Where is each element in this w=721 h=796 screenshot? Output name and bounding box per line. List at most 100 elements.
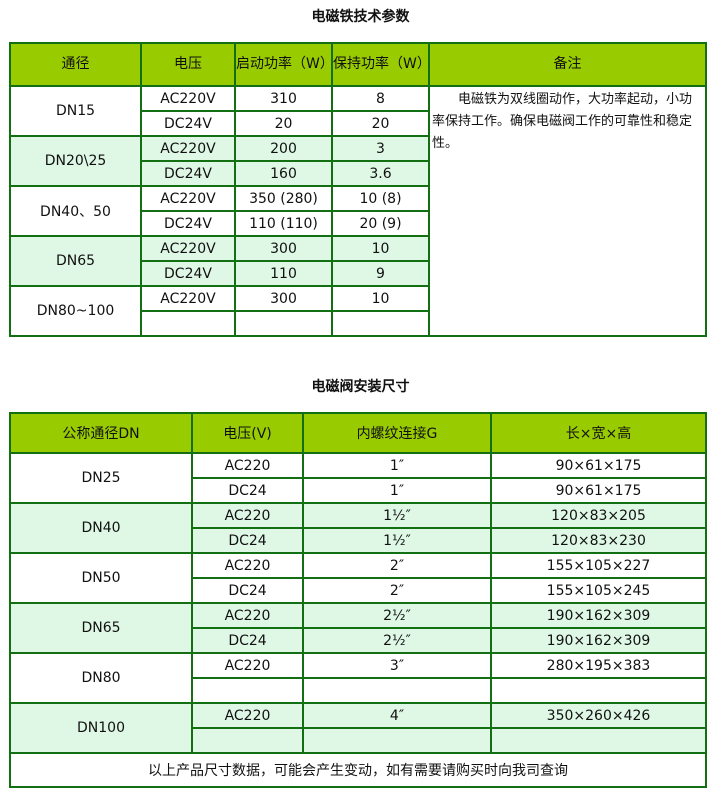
header-dimensions: 长×宽×高: [490, 412, 707, 454]
bore-cell: DN15: [9, 85, 142, 137]
voltage-cell: DC24: [191, 627, 304, 654]
start-power-cell: 110: [234, 260, 333, 287]
header-voltage: 电压(V): [191, 412, 304, 454]
start-power-cell: 160: [234, 160, 333, 187]
start-power-cell: 350 (280): [234, 185, 333, 212]
header-nominal-bore: 公称通径DN: [9, 412, 193, 454]
dimensions-cell: 120×83×230: [490, 527, 707, 554]
dimensions-cell: [490, 727, 707, 754]
table-row: [10, 727, 707, 754]
table-row: DN40、50 AC220V 350 (280) 10 (8): [9, 185, 706, 237]
thread-cell: 1″: [302, 477, 492, 504]
dimensions-cell: 190×162×309: [490, 602, 707, 629]
start-power-cell: 310: [234, 85, 333, 112]
solenoid-parameters-table: 通径 电压 启动功率（W） 保持功率（W） 备注 DN15 AC220V 310 8 电…: [9, 42, 707, 337]
hold-power-cell: 20: [331, 110, 430, 137]
voltage-cell: [140, 310, 236, 337]
header-thread: 内螺纹连接G: [302, 412, 492, 454]
voltage-cell: AC220V: [140, 85, 236, 112]
bore-cell: DN100: [9, 702, 193, 754]
table-row: DN80 AC220 3″ 280×195×383: [9, 652, 707, 704]
hold-power-cell: [331, 310, 430, 337]
installation-dimensions-table: 公称通径DN 电压(V) 内螺纹连接G 长×宽×高 DN25 AC220 1″ 90×…: [9, 412, 707, 788]
dimensions-cell: [490, 677, 707, 704]
bore-cell: DN20\25: [9, 135, 142, 187]
bore-cell: DN25: [9, 452, 193, 504]
start-power-cell: 110 (110): [234, 210, 333, 237]
voltage-cell: AC220V: [140, 285, 236, 312]
hold-power-cell: 10 (8): [331, 185, 430, 212]
bore-cell: DN50: [9, 552, 193, 604]
table2-title: 电磁阀安装尺寸: [311, 379, 410, 395]
voltage-cell: DC24: [191, 527, 304, 554]
voltage-cell: AC220: [191, 652, 304, 679]
voltage-cell: DC24V: [140, 210, 236, 237]
dimensions-cell: 280×195×383: [490, 652, 707, 679]
voltage-cell: DC24V: [140, 110, 236, 137]
voltage-cell: [191, 677, 304, 704]
table-row: DN65 AC220 2½″ 190×162×309: [9, 602, 707, 654]
bore-cell: DN80~100: [9, 285, 142, 337]
start-power-cell: 300: [234, 285, 333, 312]
table-row: DN65 AC220V 300 10: [9, 235, 706, 287]
table-row: DC24 1″ 90×61×175: [10, 477, 707, 504]
thread-cell: 1½″: [302, 502, 492, 529]
voltage-cell: DC24V: [140, 260, 236, 287]
dimensions-cell: 155×105×227: [490, 552, 707, 579]
thread-cell: [302, 727, 492, 754]
dimensions-cell: 120×83×205: [490, 502, 707, 529]
header-note: 备注: [428, 42, 707, 87]
hold-power-cell: 9: [331, 260, 430, 287]
table-row: DC24 1½″ 120×83×230: [10, 527, 707, 554]
start-power-cell: 300: [234, 235, 333, 262]
thread-cell: 2½″: [302, 602, 492, 629]
header-voltage: 电压: [140, 42, 236, 87]
header-hold-power: 保持功率（W）: [331, 42, 431, 87]
bore-cell: DN40、50: [9, 185, 142, 237]
table-row: DN20\25 AC220V 200 3: [9, 135, 706, 187]
table-row: DC24 2″ 155×105×245: [10, 577, 707, 604]
table-row: DC24V 160 3.6: [10, 160, 706, 187]
table-row: DN80~100 AC220V 300 10: [9, 285, 706, 337]
hold-power-cell: 10: [331, 285, 430, 312]
table1-title: 电磁铁技术参数: [311, 9, 410, 25]
voltage-cell: [191, 727, 304, 754]
voltage-cell: AC220: [191, 602, 304, 629]
table-row: DN50 AC220 2″ 155×105×227: [9, 552, 707, 604]
dimensions-cell: 350×260×426: [490, 702, 707, 729]
voltage-cell: AC220: [191, 502, 304, 529]
start-power-cell: 200: [234, 135, 333, 162]
hold-power-cell: 8: [331, 85, 430, 112]
hold-power-cell: 3.6: [331, 160, 430, 187]
voltage-cell: AC220: [191, 552, 304, 579]
thread-cell: [302, 677, 492, 704]
voltage-cell: AC220: [191, 702, 304, 729]
table-row: DN40 AC220 1½″ 120×83×205: [9, 502, 707, 554]
bore-cell: DN65: [9, 602, 193, 654]
voltage-cell: AC220V: [140, 235, 236, 262]
voltage-cell: DC24V: [140, 160, 236, 187]
table-row: DC24V 20 20: [10, 110, 706, 137]
bore-cell: DN65: [9, 235, 142, 287]
hold-power-cell: 3: [331, 135, 430, 162]
table-row: DC24V 110 9: [10, 260, 706, 287]
dimensions-cell: 90×61×175: [490, 477, 707, 504]
voltage-cell: AC220V: [140, 185, 236, 212]
thread-cell: 4″: [302, 702, 492, 729]
table-row: DC24V 110 (110) 20 (9): [10, 210, 706, 237]
dimensions-cell: 90×61×175: [490, 452, 707, 479]
table-row: DC24 2½″ 190×162×309: [10, 627, 707, 654]
table-row: [10, 677, 707, 704]
thread-cell: 2½″: [302, 627, 492, 654]
note-cell: 电磁铁为双线圈动作，大功率起动，小功率保持工作。确保电磁阀工作的可靠性和稳定性。: [428, 85, 707, 337]
dimensions-cell: 190×162×309: [490, 627, 707, 654]
header-bore: 通径: [9, 42, 142, 87]
voltage-cell: AC220: [191, 452, 304, 479]
voltage-cell: DC24: [191, 577, 304, 604]
bore-cell: DN80: [9, 652, 193, 704]
table-row: DN25 AC220 1″ 90×61×175: [9, 452, 707, 504]
footer-note: 以上产品尺寸数据，可能会产生变动，如有需要请购买时向我司查询: [9, 752, 707, 788]
voltage-cell: DC24: [191, 477, 304, 504]
thread-cell: 2″: [302, 552, 492, 579]
header-start-power: 启动功率（W）: [234, 42, 334, 87]
